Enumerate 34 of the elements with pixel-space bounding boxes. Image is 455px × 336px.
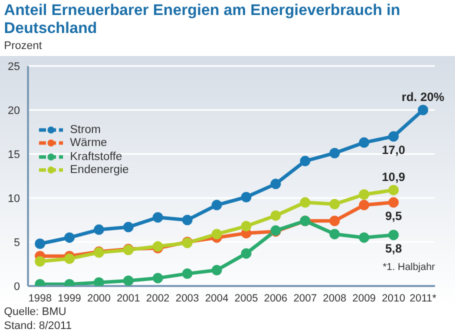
y-axis-title: Prozent [4,40,42,52]
annotation: 9,5 [385,208,402,223]
y-tick-label: 25 [8,60,20,73]
y-tick-label: 20 [8,104,20,117]
x-tick-label: 2002 [146,292,170,304]
annotation: 5,8 [385,241,402,256]
chart-title: Anteil Erneuerbarer Energien am Energieverbrauch in Deutschland [4,2,402,38]
x-tick-label: 2003 [176,292,200,304]
x-tick-label: 2001 [116,292,140,304]
x-tick-label: 2008 [322,292,346,304]
x-tick-label: 2006 [264,292,288,304]
x-tick-label: 2011* [410,292,436,304]
annotation: 17,0 [382,142,406,157]
text: Stand: 8/2011 [4,320,72,332]
x-tick-label: 2000 [87,292,111,304]
x-tick-label: 2010 [382,292,406,304]
x-tick-label: 1998 [28,292,52,304]
annotation: rd. 20% [402,90,445,104]
x-tick-label: 2004 [205,292,229,304]
annotation: 10,9 [382,170,406,184]
y-tick-label: 15 [8,148,20,161]
annotation: *1. Halbjahr [382,262,435,273]
legend-label: Strom [70,124,101,136]
y-tick-label: 0 [14,280,20,293]
x-tick-label: 2007 [293,292,317,304]
legend-label: Wärme [70,137,108,150]
y-tick-label: 10 [8,192,20,205]
x-tick-label: 1999 [58,292,82,304]
x-tick-label: 2005 [234,292,258,304]
legend-label: Kraftstoffe [70,150,122,163]
x-tick-label: 2009 [352,292,376,304]
source-note: Quelle: BMU [4,306,66,318]
y-tick-label: 5 [14,236,20,249]
legend-label: Endenergie [70,164,129,176]
